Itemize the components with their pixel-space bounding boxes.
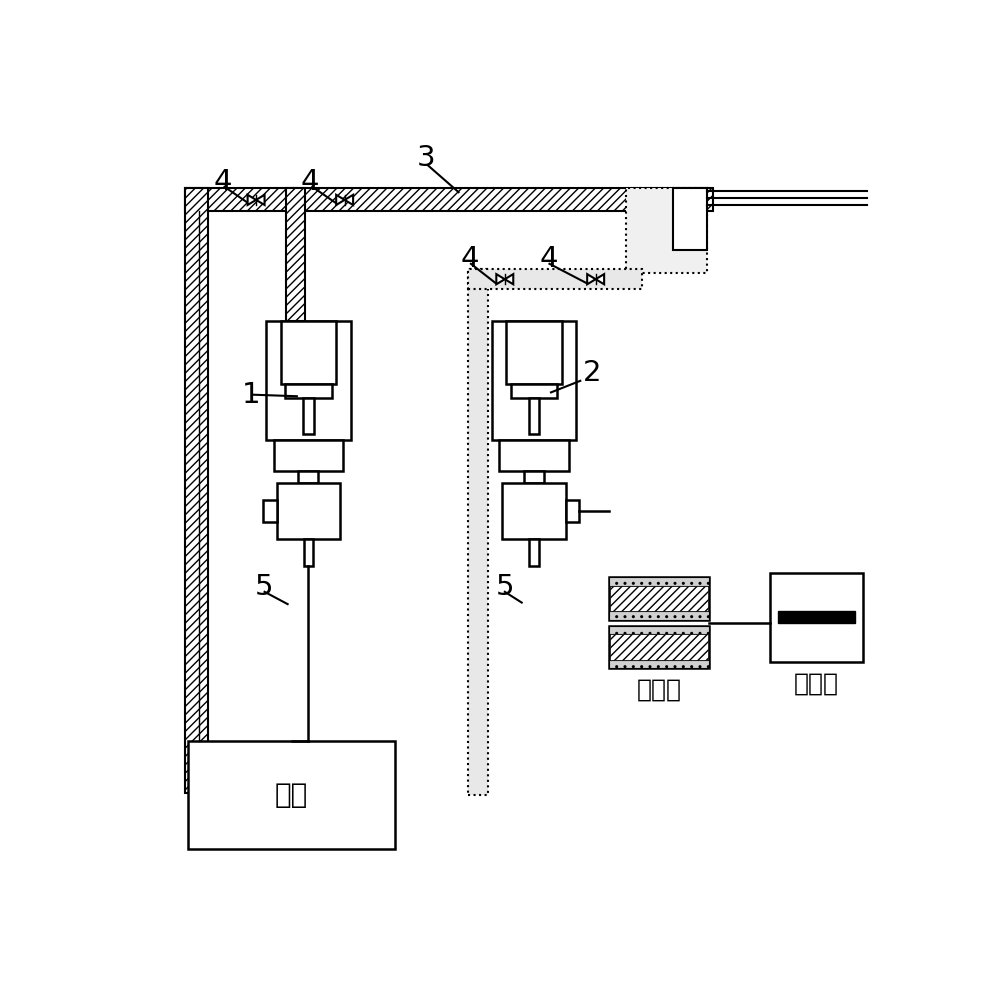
Text: 2: 2 [583, 359, 602, 387]
Polygon shape [336, 194, 345, 205]
Text: 4: 4 [214, 169, 232, 196]
Bar [673, 188, 707, 250]
Bar [286, 188, 305, 320]
Bar [609, 577, 709, 620]
Bar [506, 320, 562, 384]
Bar [304, 539, 313, 565]
Bar [609, 611, 709, 620]
Bar [263, 500, 277, 522]
Bar [185, 188, 713, 211]
Bar [281, 320, 336, 384]
Bar [502, 483, 566, 539]
Polygon shape [256, 194, 265, 205]
Bar [303, 398, 314, 434]
Bar [609, 626, 709, 668]
Text: 驱动器: 驱动器 [636, 678, 681, 701]
Text: 原料: 原料 [275, 781, 308, 809]
Bar [285, 384, 332, 398]
Bar [277, 483, 340, 539]
Bar [524, 471, 544, 483]
Bar [274, 440, 343, 471]
Polygon shape [345, 194, 353, 205]
Text: 4: 4 [539, 245, 558, 273]
Bar [778, 611, 855, 623]
Text: 3: 3 [417, 144, 436, 172]
Bar [188, 741, 395, 849]
Bar [492, 320, 576, 440]
Bar [529, 539, 539, 565]
Text: 5: 5 [496, 573, 514, 601]
Polygon shape [505, 274, 513, 285]
Bar [511, 384, 557, 398]
Bar [266, 320, 351, 440]
Bar [626, 188, 707, 273]
Text: 4: 4 [460, 245, 479, 273]
Bar [770, 573, 863, 662]
Text: 4: 4 [301, 169, 319, 196]
Bar [468, 269, 642, 290]
Text: 5: 5 [255, 573, 273, 601]
Bar [609, 660, 709, 668]
Polygon shape [248, 194, 256, 205]
Bar [529, 398, 539, 434]
Bar [610, 634, 708, 660]
Polygon shape [587, 274, 596, 285]
Bar [298, 471, 318, 483]
Text: 1: 1 [241, 381, 260, 409]
Text: 控制器: 控制器 [794, 672, 839, 695]
Bar [566, 500, 579, 522]
Polygon shape [596, 274, 604, 285]
Bar [609, 577, 709, 585]
Polygon shape [496, 274, 505, 285]
Bar [499, 440, 569, 471]
Bar [468, 269, 488, 796]
Bar [609, 626, 709, 634]
Bar [610, 585, 708, 611]
Bar [185, 188, 208, 793]
